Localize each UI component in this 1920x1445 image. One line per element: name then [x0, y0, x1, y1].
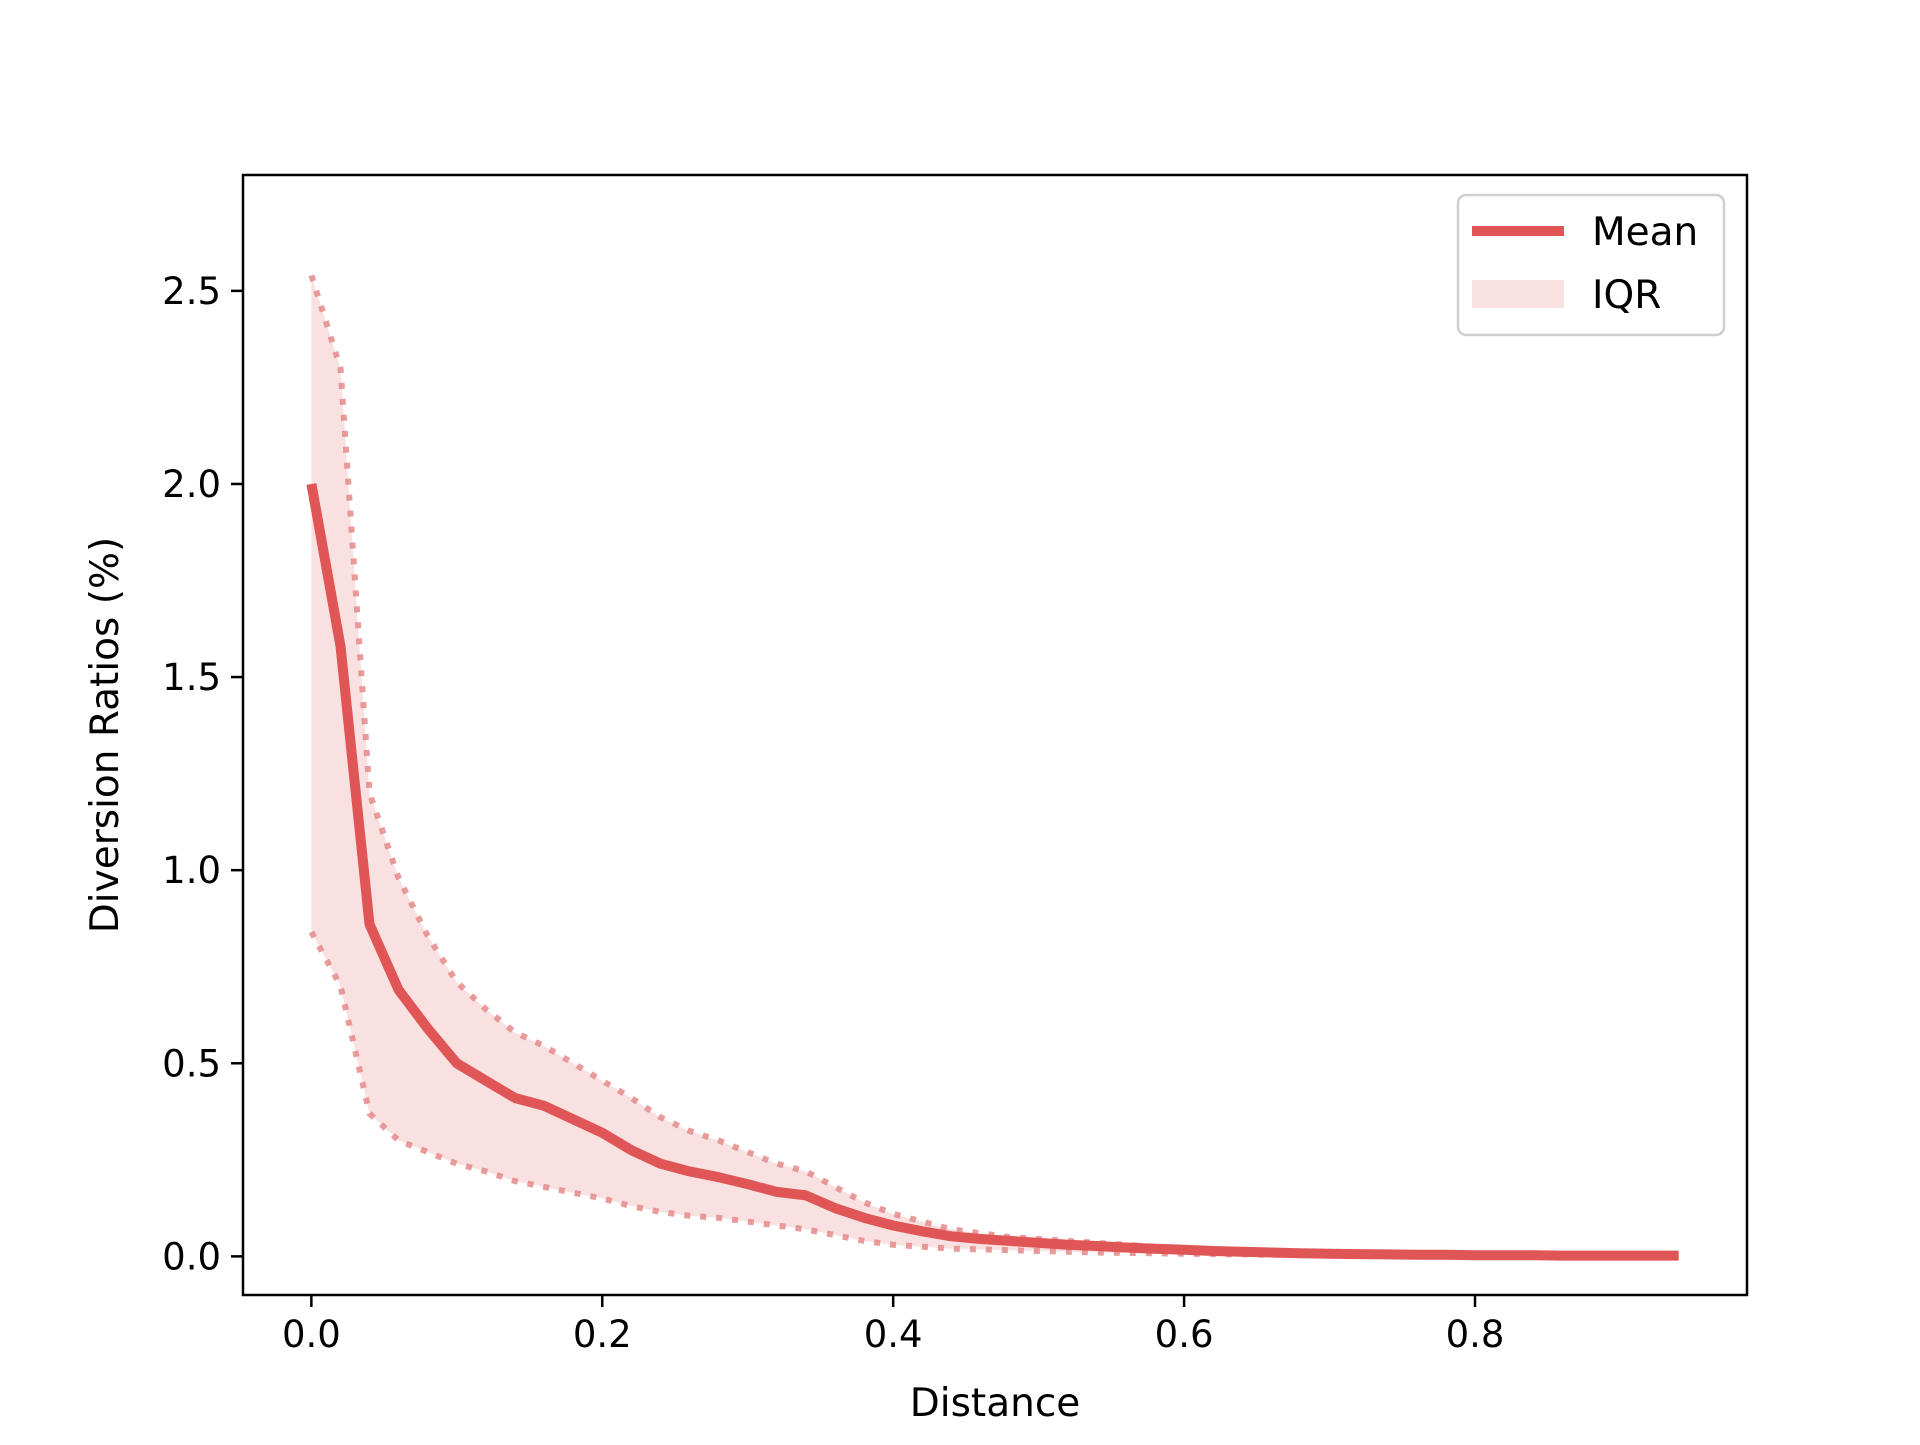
legend-label-mean: Mean	[1592, 210, 1698, 255]
series-line-mean	[306, 483, 1679, 1261]
axes: 0.0 0.2 0.4 0.6 0.8 0.0 0.5 1.0 1.5 2.0 2.5	[162, 173, 1749, 1356]
y-tick-label: 0.5	[162, 1042, 221, 1085]
x-tick-label: 0.8	[1446, 1313, 1505, 1356]
y-axis-label: Diversion Ratios (%)	[83, 537, 128, 933]
legend-label-iqr: IQR	[1592, 273, 1661, 318]
x-tick-label: 0.2	[573, 1313, 632, 1356]
y-tick-label: 2.0	[162, 463, 221, 506]
y-tick-label: 2.5	[162, 270, 221, 313]
iqr-band	[311, 275, 1679, 1256]
x-tick-label: 0.0	[282, 1313, 341, 1356]
x-axis-label: Distance	[910, 1381, 1081, 1426]
y-tick-label: 1.5	[162, 656, 221, 699]
legend-swatch-iqr	[1472, 280, 1564, 308]
y-tick-label: 1.0	[162, 849, 221, 892]
x-tick-label: 0.6	[1155, 1313, 1214, 1356]
x-tick-label: 0.4	[864, 1313, 923, 1356]
legend: Mean IQR	[1456, 193, 1726, 337]
plot-area	[306, 274, 1679, 1261]
y-tick-label: 0.0	[162, 1235, 221, 1278]
plot-frame	[241, 173, 1749, 1297]
iqr-upper-bound	[308, 274, 1679, 1259]
